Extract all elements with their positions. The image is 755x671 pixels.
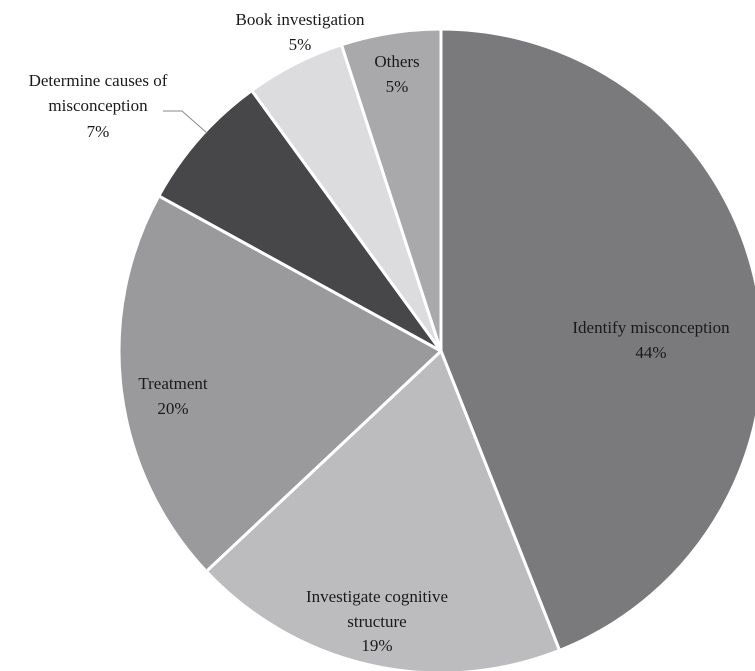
pie-slice-identify-misconception [439,27,755,652]
slice-label-determine-causes: Determine causes of misconception [29,71,168,115]
slice-pct-investigate-cognitive-structure: 19% [361,636,392,655]
slice-label-investigate-cognitive-structure: Investigate cognitive structure [306,587,448,631]
slice-pct-determine-causes: 7% [87,122,110,141]
pie-slice-treatment [117,194,443,573]
slice-label-identify-misconception: Identify misconception [572,318,730,337]
slice-label-treatment: Treatment [138,374,208,393]
slice-label-book-investigation: Book investigation [236,10,365,29]
pie-slice-others [340,27,443,353]
pie-labels: Identify misconception 44% Investigate c… [29,10,730,655]
pie-slices [117,27,755,671]
slice-pct-treatment: 20% [157,399,188,418]
pie-slice-investigate-cognitive-structure [204,349,562,671]
slice-pct-identify-misconception: 44% [635,343,666,362]
slice-label-others: Others [374,52,419,71]
slice-pct-others: 5% [386,77,409,96]
pie-slice-determine-causes-of-misconception [157,89,443,353]
slice-pct-book-investigation: 5% [289,35,312,54]
leader-line-determine-causes [163,110,208,134]
